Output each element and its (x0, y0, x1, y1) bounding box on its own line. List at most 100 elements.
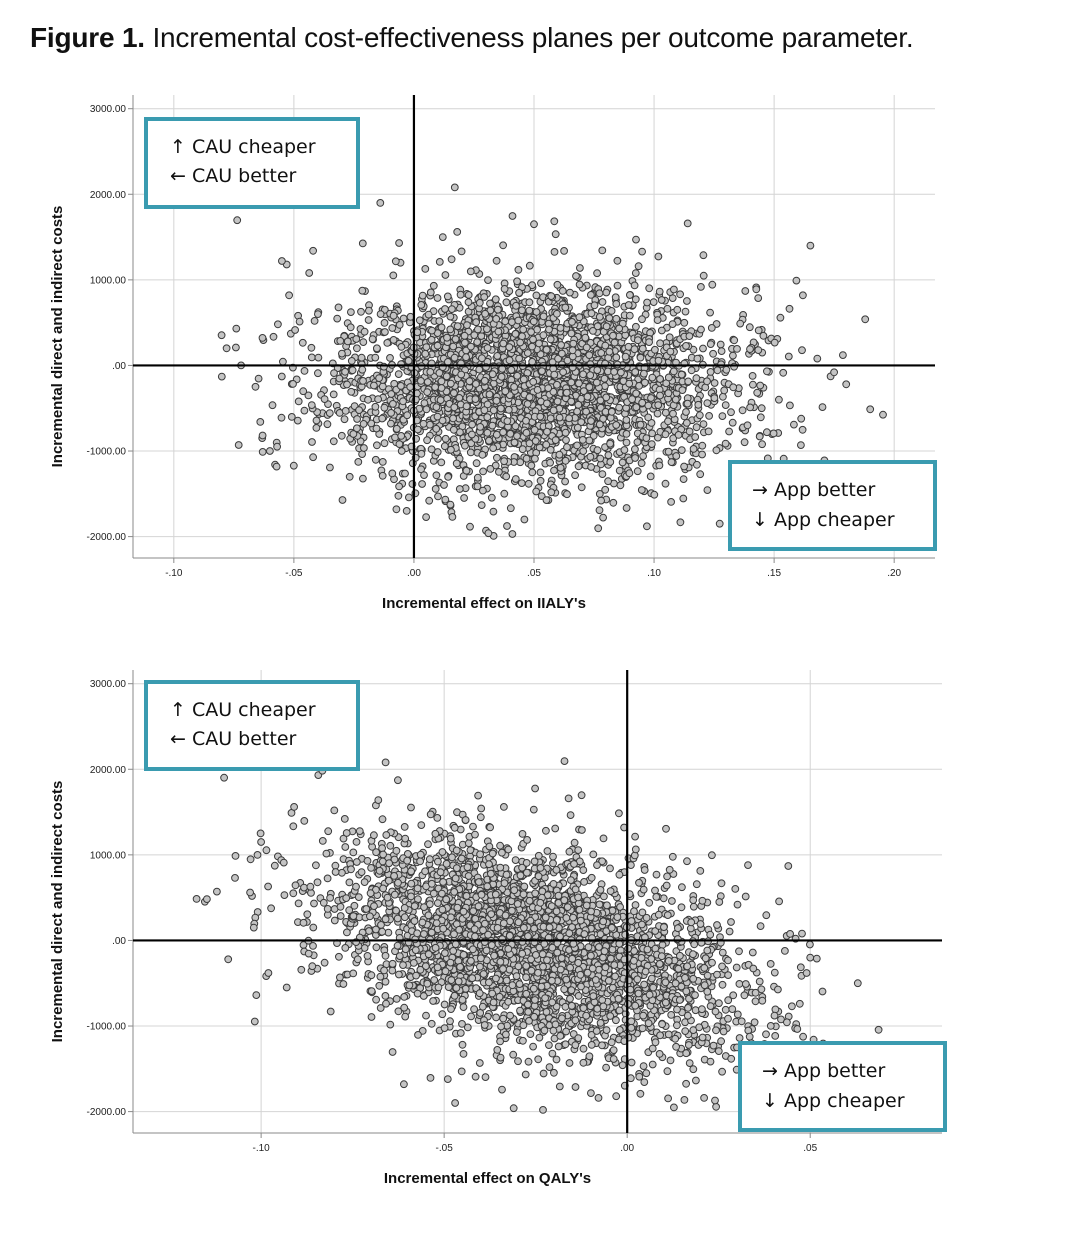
data-point (338, 349, 346, 358)
x-tick-label: -.05 (285, 568, 303, 579)
data-point (494, 327, 503, 336)
data-point (754, 346, 763, 355)
data-point (474, 791, 483, 800)
data-point (655, 287, 664, 296)
data-point (434, 435, 442, 443)
data-point (651, 345, 659, 354)
data-point (425, 496, 434, 505)
data-point (553, 397, 562, 406)
y-tick-label: 3000.00 (90, 679, 127, 690)
data-point (480, 293, 489, 301)
data-point (679, 494, 688, 503)
data-point (750, 1018, 759, 1027)
data-point (314, 369, 322, 378)
data-point (446, 1017, 454, 1026)
data-point (609, 498, 618, 507)
data-point (513, 277, 521, 286)
y-tick-label: -1000.00 (87, 1022, 127, 1033)
data-point (666, 347, 675, 356)
data-point (712, 1102, 720, 1111)
data-point (703, 486, 712, 495)
quadrant-box-frame (144, 117, 360, 209)
data-point (387, 390, 396, 398)
data-point (357, 353, 366, 362)
data-point (380, 362, 388, 371)
data-point (433, 412, 442, 421)
data-point (561, 428, 570, 437)
data-point (532, 291, 541, 300)
data-point (678, 386, 687, 395)
data-point (631, 295, 640, 304)
y-tick-label: 2000.00 (90, 765, 127, 776)
data-point (505, 356, 514, 365)
data-point (609, 331, 617, 340)
data-point (520, 515, 529, 524)
data-point (285, 291, 294, 300)
data-point (421, 867, 430, 876)
data-point (486, 465, 495, 473)
data-point (432, 424, 441, 433)
data-point (395, 482, 404, 491)
data-point (706, 308, 714, 317)
data-point (616, 481, 625, 490)
data-point (450, 403, 459, 412)
data-point (657, 296, 666, 304)
data-point (481, 1073, 490, 1082)
data-point (727, 1054, 736, 1063)
data-point (598, 246, 607, 255)
data-point (770, 338, 779, 347)
data-point (554, 354, 562, 363)
data-point (331, 861, 340, 870)
data-point (727, 918, 735, 926)
data-point (381, 328, 389, 336)
data-point (612, 300, 621, 308)
data-point (397, 343, 406, 351)
data-point (799, 1032, 807, 1041)
x-tick-label: -.05 (436, 1143, 454, 1154)
data-point (748, 372, 757, 380)
data-point (438, 233, 447, 242)
data-point (294, 899, 303, 908)
data-point (543, 847, 552, 855)
data-point (599, 414, 607, 423)
data-point (502, 298, 511, 307)
data-point (740, 438, 749, 447)
data-point (489, 444, 498, 453)
data-point (694, 400, 703, 409)
data-point (568, 318, 576, 326)
data-point (756, 413, 765, 422)
data-point (291, 326, 300, 334)
data-point (422, 405, 431, 414)
data-point (341, 367, 350, 376)
data-point (426, 420, 434, 429)
data-point (477, 332, 486, 340)
data-point (680, 462, 688, 471)
data-point (556, 324, 565, 332)
data-point (611, 293, 620, 302)
data-point (500, 457, 509, 466)
data-point (663, 1067, 672, 1076)
data-point (779, 368, 788, 377)
data-point (472, 380, 480, 388)
data-point (786, 930, 794, 938)
data-point (390, 890, 399, 899)
data-point (360, 444, 368, 452)
y-tick-label: 2000.00 (90, 190, 127, 201)
data-point (442, 372, 451, 381)
data-point (656, 339, 664, 348)
data-point (277, 372, 286, 381)
data-point (621, 352, 630, 361)
data-point (492, 430, 501, 439)
data-point (776, 313, 785, 322)
data-point (599, 834, 608, 843)
data-point (389, 400, 397, 408)
data-point (539, 312, 548, 321)
data-point (612, 421, 621, 429)
data-point (682, 408, 690, 416)
data-point (531, 454, 539, 463)
data-point (456, 290, 465, 299)
data-point (528, 468, 537, 477)
data-point (546, 445, 555, 454)
quadrant-box-top-left: ↑ CAU cheaper← CAU better (144, 117, 360, 209)
data-point (397, 382, 405, 390)
